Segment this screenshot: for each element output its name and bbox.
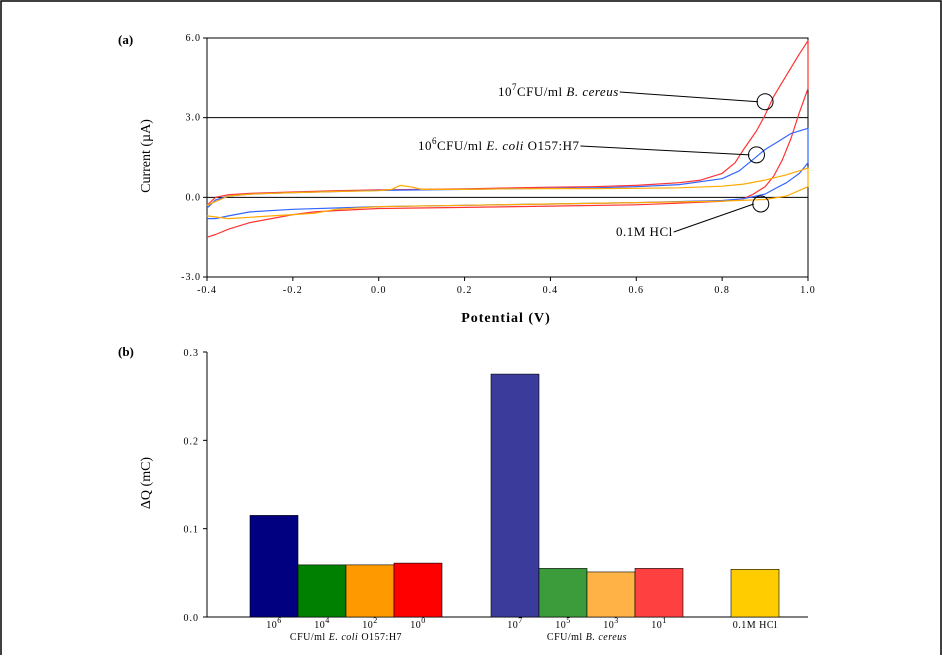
y-tick-label: 6.0 <box>186 33 202 44</box>
panel-a-plot: 6.0 3.0 0.0 -3.0 -0.4 -0.2 0.0 0.2 0.4 0.6 0.8 1.0 1… <box>181 33 816 296</box>
bar-category-label: 101 <box>651 616 667 631</box>
plot-a-frame <box>206 37 809 278</box>
panel-b-plot: 0.3 0.2 0.1 0.0 106 104 102 100 107 105 103 101 0.1M… <box>184 348 808 643</box>
x-tick-label: 0.2 <box>457 285 473 296</box>
bar-group-label: CFU/ml B. cereus <box>547 632 627 643</box>
x-tick-label: 1.0 <box>800 285 816 296</box>
panel-b-label: (b) <box>118 344 134 359</box>
bar-category-label: 106 <box>266 616 282 631</box>
bar <box>634 568 684 618</box>
panel-a-label: (a) <box>118 32 133 47</box>
bar <box>345 564 395 618</box>
bar-category-label: 104 <box>314 616 330 631</box>
bar-category-label: 105 <box>555 616 571 631</box>
annotation-label: 0.1M HCl <box>616 224 673 239</box>
y-tick-label: 0.0 <box>186 192 202 203</box>
cv-series-line <box>206 167 809 220</box>
bar <box>538 568 588 618</box>
x-tick-label: 0.0 <box>371 285 387 296</box>
y-tick-label: 0.1 <box>184 525 200 536</box>
x-tick-label: 0.6 <box>629 285 645 296</box>
bar <box>393 562 443 618</box>
annotation-leader <box>580 145 750 156</box>
bar-category-label: 102 <box>362 616 378 631</box>
bar <box>249 515 299 618</box>
bar-category-label: 103 <box>603 616 619 631</box>
annotation-marker <box>752 195 770 213</box>
bar-category-label: 107 <box>507 616 523 631</box>
bar <box>586 571 636 618</box>
annotation-label: 107CFU/ml B. cereus <box>498 82 619 99</box>
y-tick-label: 3.0 <box>186 113 202 124</box>
delta-q-axis-title: ΔQ (mC) <box>139 457 154 510</box>
current-axis-title: Current (µA) <box>139 119 154 193</box>
bar-category-label: 100 <box>410 616 426 631</box>
x-tick-label: -0.2 <box>283 285 303 296</box>
x-tick-label: 0.4 <box>543 285 559 296</box>
annotation-leader <box>673 203 754 233</box>
bar-category-label: 0.1M HCl <box>733 620 778 631</box>
bar <box>297 564 347 618</box>
annotation-leader <box>619 91 759 103</box>
x-tick-label: 0.8 <box>714 285 730 296</box>
y-tick-label: 0.0 <box>184 613 200 624</box>
bar-group-label: CFU/ml E. coli O157:H7 <box>290 632 402 643</box>
y-tick-label: -3.0 <box>181 272 201 283</box>
annotation-marker <box>747 146 765 164</box>
annotation-label: 106CFU/ml E. coli O157:H7 <box>418 136 579 153</box>
bar <box>490 373 540 618</box>
bar <box>730 568 780 618</box>
y-tick-label: 0.2 <box>184 436 200 447</box>
y-tick-label: 0.3 <box>184 348 200 359</box>
potential-axis-title: Potential (V) <box>461 311 551 326</box>
x-tick-label: -0.4 <box>197 285 217 296</box>
